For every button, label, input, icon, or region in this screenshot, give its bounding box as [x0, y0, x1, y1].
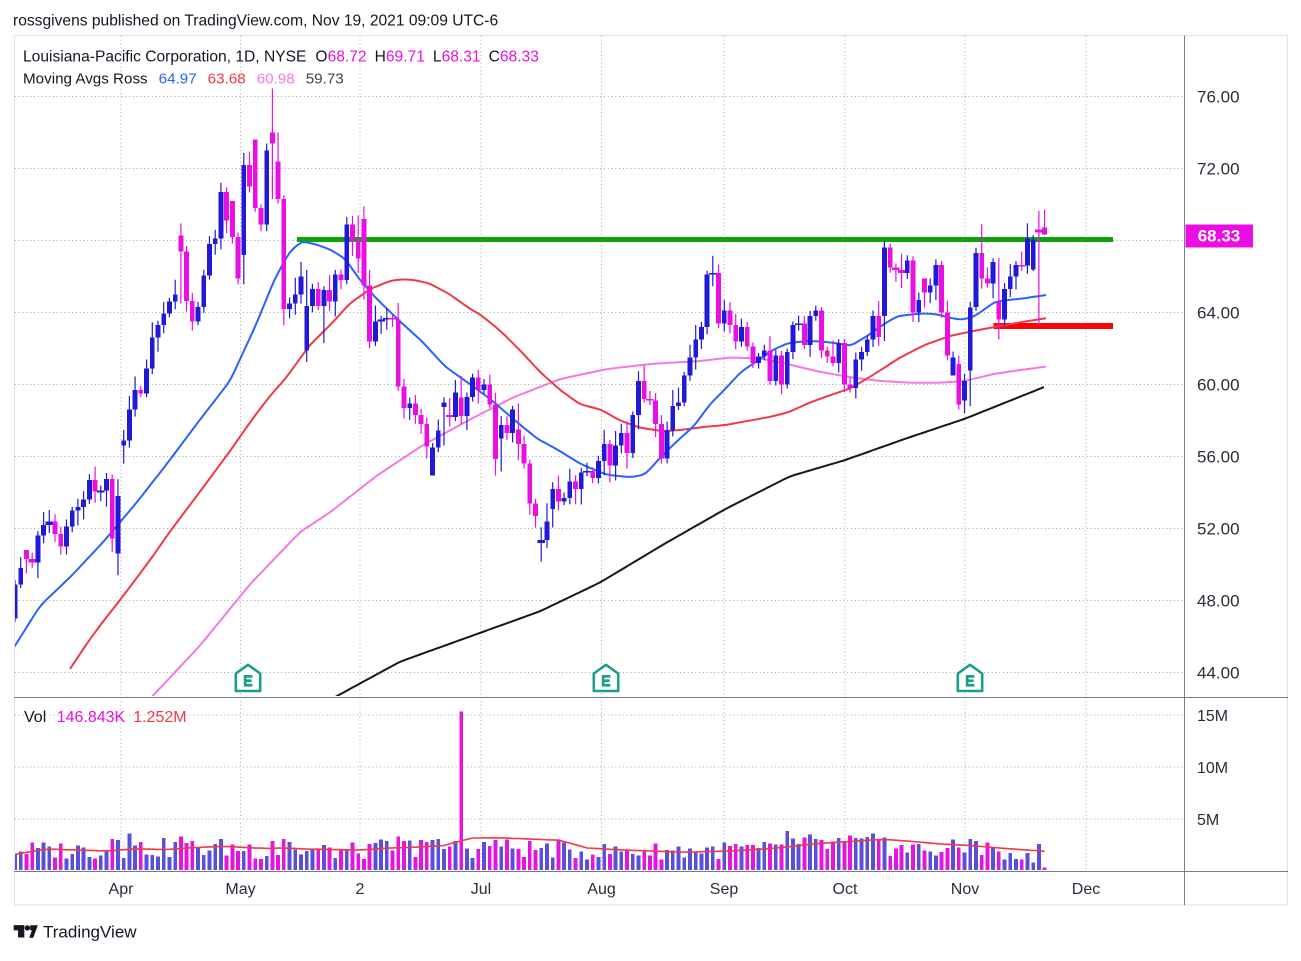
svg-text:56.00: 56.00	[1197, 448, 1240, 467]
svg-text:2: 2	[356, 881, 365, 898]
svg-text:Nov: Nov	[951, 881, 979, 898]
svg-text:76.00: 76.00	[1197, 88, 1240, 107]
svg-text:48.00: 48.00	[1197, 592, 1240, 611]
svg-text:10M: 10M	[1197, 760, 1228, 777]
svg-text:Apr: Apr	[109, 881, 135, 898]
svg-text:May: May	[225, 881, 255, 898]
svg-text:5M: 5M	[1197, 812, 1219, 829]
svg-text:Jul: Jul	[471, 881, 491, 898]
svg-text:44.00: 44.00	[1197, 664, 1240, 683]
svg-text:60.00: 60.00	[1197, 376, 1240, 395]
svg-text:Sep: Sep	[710, 881, 739, 898]
svg-text:15M: 15M	[1197, 708, 1228, 725]
svg-text:TradingView: TradingView	[43, 923, 137, 942]
svg-text:Oct: Oct	[833, 881, 858, 898]
svg-text:52.00: 52.00	[1197, 520, 1240, 539]
svg-text:Louisiana-Pacific Corporation,: Louisiana-Pacific Corporation, 1D, NYSE O…	[23, 49, 539, 66]
svg-text:Dec: Dec	[1072, 881, 1100, 898]
svg-text:64.00: 64.00	[1197, 304, 1240, 323]
svg-text:68.33: 68.33	[1198, 227, 1241, 246]
svg-text:Aug: Aug	[587, 881, 615, 898]
svg-text:72.00: 72.00	[1197, 160, 1240, 179]
svg-text:rossgivens published on Tradin: rossgivens published on TradingView.com,…	[13, 13, 498, 30]
